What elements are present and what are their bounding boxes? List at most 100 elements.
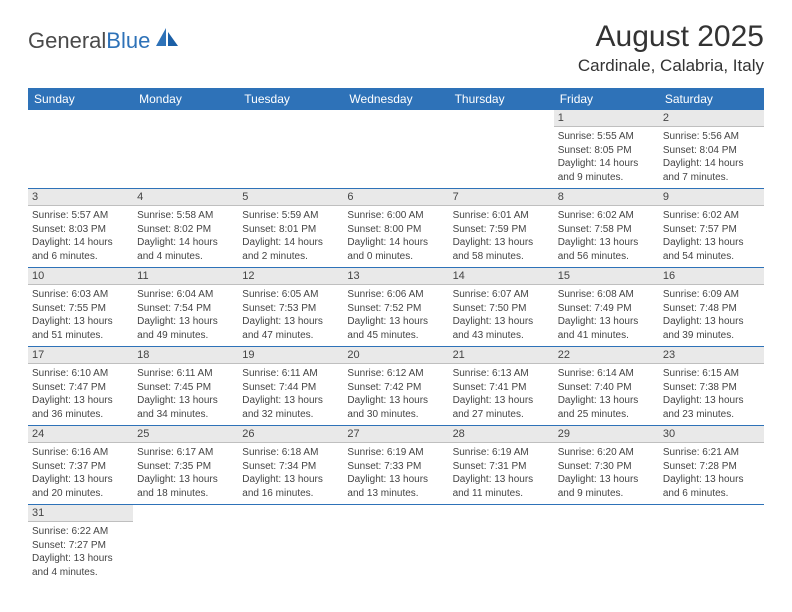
day-of-week-header: Sunday xyxy=(28,88,133,110)
calendar-header-row: SundayMondayTuesdayWednesdayThursdayFrid… xyxy=(28,88,764,110)
sunrise-line: Sunrise: 5:55 AM xyxy=(558,130,655,144)
sunset-line: Sunset: 7:55 PM xyxy=(32,302,129,316)
day-number: 9 xyxy=(659,189,764,206)
logo-general: General xyxy=(28,28,106,53)
title-block: August 2025 Cardinale, Calabria, Italy xyxy=(578,20,764,76)
calendar-cell xyxy=(28,110,133,189)
sunrise-line: Sunrise: 6:21 AM xyxy=(663,446,760,460)
sunrise-line: Sunrise: 6:06 AM xyxy=(347,288,444,302)
day-number: 29 xyxy=(554,426,659,443)
calendar-cell: 10Sunrise: 6:03 AMSunset: 7:55 PMDayligh… xyxy=(28,268,133,347)
day-number: 17 xyxy=(28,347,133,364)
day-number: 31 xyxy=(28,505,133,522)
calendar-cell: 9Sunrise: 6:02 AMSunset: 7:57 PMDaylight… xyxy=(659,189,764,268)
day-number: 12 xyxy=(238,268,343,285)
day-number: 15 xyxy=(554,268,659,285)
daylight-line: Daylight: 13 hours and 36 minutes. xyxy=(32,394,129,421)
sunset-line: Sunset: 7:48 PM xyxy=(663,302,760,316)
day-number: 27 xyxy=(343,426,448,443)
daylight-line: Daylight: 13 hours and 58 minutes. xyxy=(453,236,550,263)
day-number: 13 xyxy=(343,268,448,285)
day-number: 21 xyxy=(449,347,554,364)
day-of-week-header: Wednesday xyxy=(343,88,448,110)
daylight-line: Daylight: 13 hours and 27 minutes. xyxy=(453,394,550,421)
day-details: Sunrise: 5:59 AMSunset: 8:01 PMDaylight:… xyxy=(238,206,343,267)
daylight-line: Daylight: 13 hours and 54 minutes. xyxy=(663,236,760,263)
sunrise-line: Sunrise: 6:05 AM xyxy=(242,288,339,302)
calendar-cell: 31Sunrise: 6:22 AMSunset: 7:27 PMDayligh… xyxy=(28,505,133,584)
sunrise-line: Sunrise: 6:04 AM xyxy=(137,288,234,302)
day-number: 26 xyxy=(238,426,343,443)
calendar-cell: 24Sunrise: 6:16 AMSunset: 7:37 PMDayligh… xyxy=(28,426,133,505)
calendar-cell: 21Sunrise: 6:13 AMSunset: 7:41 PMDayligh… xyxy=(449,347,554,426)
daylight-line: Daylight: 13 hours and 16 minutes. xyxy=(242,473,339,500)
sunrise-line: Sunrise: 6:03 AM xyxy=(32,288,129,302)
daylight-line: Daylight: 13 hours and 56 minutes. xyxy=(558,236,655,263)
daylight-line: Daylight: 13 hours and 39 minutes. xyxy=(663,315,760,342)
day-details: Sunrise: 6:19 AMSunset: 7:33 PMDaylight:… xyxy=(343,443,448,504)
day-details: Sunrise: 6:01 AMSunset: 7:59 PMDaylight:… xyxy=(449,206,554,267)
calendar-cell xyxy=(554,505,659,584)
daylight-line: Daylight: 14 hours and 6 minutes. xyxy=(32,236,129,263)
sunset-line: Sunset: 7:49 PM xyxy=(558,302,655,316)
calendar-cell: 25Sunrise: 6:17 AMSunset: 7:35 PMDayligh… xyxy=(133,426,238,505)
calendar-cell: 17Sunrise: 6:10 AMSunset: 7:47 PMDayligh… xyxy=(28,347,133,426)
calendar-cell xyxy=(449,110,554,189)
calendar-cell xyxy=(343,110,448,189)
calendar-cell xyxy=(449,505,554,584)
day-details: Sunrise: 6:00 AMSunset: 8:00 PMDaylight:… xyxy=(343,206,448,267)
sunset-line: Sunset: 7:42 PM xyxy=(347,381,444,395)
sunset-line: Sunset: 8:02 PM xyxy=(137,223,234,237)
calendar-cell: 2Sunrise: 5:56 AMSunset: 8:04 PMDaylight… xyxy=(659,110,764,189)
daylight-line: Daylight: 13 hours and 13 minutes. xyxy=(347,473,444,500)
day-of-week-header: Friday xyxy=(554,88,659,110)
sunset-line: Sunset: 7:37 PM xyxy=(32,460,129,474)
day-number: 1 xyxy=(554,110,659,127)
sunrise-line: Sunrise: 5:57 AM xyxy=(32,209,129,223)
daylight-line: Daylight: 14 hours and 4 minutes. xyxy=(137,236,234,263)
calendar-cell: 23Sunrise: 6:15 AMSunset: 7:38 PMDayligh… xyxy=(659,347,764,426)
logo: GeneralBlue xyxy=(28,28,180,54)
sunset-line: Sunset: 7:59 PM xyxy=(453,223,550,237)
daylight-line: Daylight: 13 hours and 4 minutes. xyxy=(32,552,129,579)
sunrise-line: Sunrise: 6:14 AM xyxy=(558,367,655,381)
day-details: Sunrise: 6:03 AMSunset: 7:55 PMDaylight:… xyxy=(28,285,133,346)
daylight-line: Daylight: 14 hours and 7 minutes. xyxy=(663,157,760,184)
sunrise-line: Sunrise: 6:18 AM xyxy=(242,446,339,460)
daylight-line: Daylight: 13 hours and 6 minutes. xyxy=(663,473,760,500)
sunset-line: Sunset: 8:03 PM xyxy=(32,223,129,237)
sunset-line: Sunset: 7:47 PM xyxy=(32,381,129,395)
sunset-line: Sunset: 7:40 PM xyxy=(558,381,655,395)
day-details: Sunrise: 6:06 AMSunset: 7:52 PMDaylight:… xyxy=(343,285,448,346)
calendar-cell: 27Sunrise: 6:19 AMSunset: 7:33 PMDayligh… xyxy=(343,426,448,505)
sunrise-line: Sunrise: 6:22 AM xyxy=(32,525,129,539)
calendar-cell: 15Sunrise: 6:08 AMSunset: 7:49 PMDayligh… xyxy=(554,268,659,347)
day-of-week-header: Monday xyxy=(133,88,238,110)
day-number: 14 xyxy=(449,268,554,285)
daylight-line: Daylight: 13 hours and 34 minutes. xyxy=(137,394,234,421)
sunset-line: Sunset: 7:33 PM xyxy=(347,460,444,474)
day-number: 4 xyxy=(133,189,238,206)
daylight-line: Daylight: 14 hours and 9 minutes. xyxy=(558,157,655,184)
day-details: Sunrise: 6:07 AMSunset: 7:50 PMDaylight:… xyxy=(449,285,554,346)
day-number: 10 xyxy=(28,268,133,285)
day-details: Sunrise: 6:19 AMSunset: 7:31 PMDaylight:… xyxy=(449,443,554,504)
sunrise-line: Sunrise: 5:58 AM xyxy=(137,209,234,223)
sunset-line: Sunset: 7:57 PM xyxy=(663,223,760,237)
calendar-cell: 6Sunrise: 6:00 AMSunset: 8:00 PMDaylight… xyxy=(343,189,448,268)
day-number: 8 xyxy=(554,189,659,206)
sunset-line: Sunset: 7:54 PM xyxy=(137,302,234,316)
sunset-line: Sunset: 7:53 PM xyxy=(242,302,339,316)
daylight-line: Daylight: 13 hours and 41 minutes. xyxy=(558,315,655,342)
sunrise-line: Sunrise: 5:56 AM xyxy=(663,130,760,144)
day-number: 2 xyxy=(659,110,764,127)
day-number: 28 xyxy=(449,426,554,443)
day-details: Sunrise: 6:13 AMSunset: 7:41 PMDaylight:… xyxy=(449,364,554,425)
day-details: Sunrise: 5:55 AMSunset: 8:05 PMDaylight:… xyxy=(554,127,659,188)
sunset-line: Sunset: 7:34 PM xyxy=(242,460,339,474)
daylight-line: Daylight: 13 hours and 45 minutes. xyxy=(347,315,444,342)
day-details: Sunrise: 6:15 AMSunset: 7:38 PMDaylight:… xyxy=(659,364,764,425)
calendar-cell xyxy=(343,505,448,584)
day-number: 25 xyxy=(133,426,238,443)
day-details: Sunrise: 6:20 AMSunset: 7:30 PMDaylight:… xyxy=(554,443,659,504)
